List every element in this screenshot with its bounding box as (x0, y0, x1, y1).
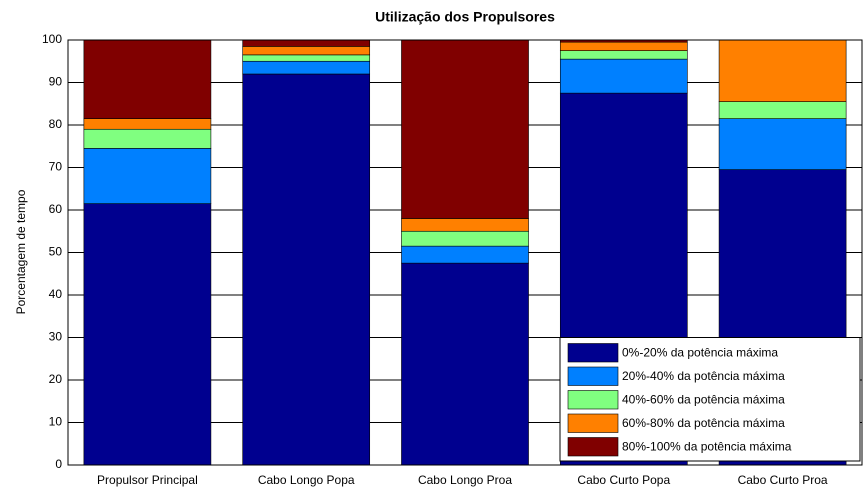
bar-segment (401, 230, 529, 247)
x-tick-label: Cabo Curto Proa (738, 473, 828, 487)
bar-segment (401, 218, 529, 232)
y-axis-label: Porcentagem de tempo (14, 189, 28, 314)
legend-swatch (567, 390, 619, 410)
bar-segment (242, 60, 371, 75)
legend-swatch (567, 343, 619, 363)
bar-segment (401, 262, 529, 466)
x-tick-label: Cabo Longo Popa (258, 473, 355, 487)
bar-segment (83, 118, 212, 130)
chart-title: Utilização dos Propulsores (375, 9, 555, 25)
y-tick-label: 10 (49, 415, 63, 429)
legend-label: 0%-20% da potência máxima (622, 345, 778, 359)
y-tick-label: 30 (49, 330, 63, 344)
y-tick-label: 70 (49, 160, 63, 174)
bar-segment (242, 54, 371, 62)
y-tick-label: 90 (49, 75, 63, 89)
legend-swatch (567, 366, 619, 386)
bar-segment (242, 39, 371, 47)
bar-segment (401, 245, 529, 264)
bar-segment (83, 203, 212, 466)
legend-label: 60%-80% da potência máxima (622, 416, 785, 430)
bar-segment (559, 58, 688, 94)
y-tick-label: 100 (42, 32, 62, 46)
y-tick-label: 40 (49, 287, 63, 301)
bar-segment (401, 39, 529, 219)
bar-segment (559, 50, 688, 60)
bar-segment (559, 41, 688, 51)
bar-segment (83, 128, 212, 149)
x-tick-label: Propulsor Principal (97, 473, 198, 487)
bar-segment (83, 148, 212, 204)
legend-label: 80%-100% da potência máxima (622, 439, 792, 453)
bar-segment (242, 46, 371, 56)
legend-swatch (567, 437, 619, 457)
bar-segment (83, 39, 212, 119)
y-tick-label: 0 (55, 457, 62, 471)
y-tick-label: 60 (49, 202, 63, 216)
bar-segment (718, 39, 847, 102)
x-tick-label: Cabo Longo Proa (418, 473, 512, 487)
y-tick-label: 20 (49, 372, 63, 386)
x-tick-label: Cabo Curto Popa (577, 473, 670, 487)
legend-label: 20%-40% da potência máxima (622, 369, 785, 383)
bar-segment (718, 101, 847, 119)
y-tick-label: 80 (49, 117, 63, 131)
legend-swatch (567, 413, 619, 433)
legend-label: 40%-60% da potência máxima (622, 392, 785, 406)
bar-segment (718, 118, 847, 170)
bar-segment (242, 73, 371, 466)
plot-frame (67, 39, 863, 466)
y-tick-label: 50 (49, 245, 63, 259)
